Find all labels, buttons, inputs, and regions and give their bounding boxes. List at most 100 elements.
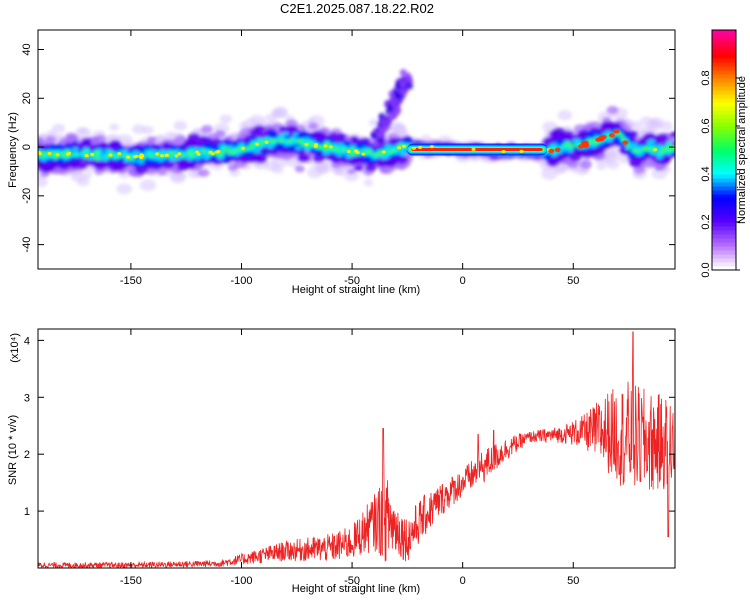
colorbar-segment (712, 42, 736, 47)
heatmap-cell (354, 164, 364, 172)
heatmap-cell (45, 135, 57, 144)
spectrogram-y-axis-label: Frequency (Hz) (7, 112, 19, 188)
colorbar-segment (712, 254, 736, 259)
heatmap-cell (271, 165, 284, 174)
spectrogram-x-axis-label: Height of straight line (km) (292, 284, 420, 296)
heatmap-cell (392, 109, 400, 118)
y-tick-label: 1 (24, 506, 30, 518)
heatmap-hotspot (622, 140, 629, 145)
heatmap-cell (187, 133, 201, 143)
colorbar-segment (712, 126, 736, 131)
colorbar-segment (712, 214, 736, 219)
heatmap-hotspot (195, 150, 200, 154)
heatmap-cell (136, 158, 145, 165)
heatmap-cell (617, 132, 623, 136)
colorbar-segment (712, 218, 736, 223)
heatmap-cell (646, 119, 662, 131)
heatmap-cell (187, 167, 202, 179)
colorbar-tick-label: 0.4 (700, 166, 712, 181)
heatmap-cell (228, 150, 235, 156)
heatmap-hotspot (47, 151, 52, 156)
colorbar-segment (712, 190, 736, 195)
heatmap-cell (396, 155, 408, 165)
heatmap-cell (656, 154, 663, 160)
heatmap-cell (72, 141, 79, 146)
colorbar-segment (712, 58, 736, 63)
heatmap-hotspot (90, 152, 95, 157)
heatmap-hotspot (84, 153, 89, 158)
y-tick-label: 3 (24, 392, 30, 404)
heatmap-cell (320, 147, 327, 152)
heatmap-hotspot (174, 154, 179, 158)
heatmap-cell (71, 147, 79, 153)
colorbar-segment (712, 194, 736, 199)
x-tick-label: 0 (460, 275, 466, 287)
heatmap-cell (277, 139, 284, 144)
heatmap-cell (139, 179, 157, 192)
heatmap-cell (261, 150, 269, 156)
heatmap-cell (344, 170, 360, 182)
colorbar-segment (712, 230, 736, 235)
heatmap-hotspot (304, 142, 309, 147)
heatmap-cell (659, 150, 665, 155)
heatmap-hotspot (381, 150, 386, 154)
colorbar-segment (712, 174, 736, 179)
heatmap-cell (94, 134, 107, 144)
heatmap-hotspot (411, 146, 416, 150)
heatmap-cell (52, 123, 66, 134)
heatmap-hotspot (133, 155, 138, 159)
heatmap-hotspot (139, 153, 144, 157)
heatmap-hotspot (355, 150, 360, 155)
heatmap-cell (399, 80, 407, 89)
heatmap-cell (272, 138, 277, 142)
heatmap-cell (365, 163, 377, 172)
heatmap-hotspot (117, 152, 122, 156)
heatmap-hotspot (608, 133, 615, 138)
colorbar-segment (712, 118, 736, 123)
x-tick-label: -100 (230, 575, 252, 587)
colorbar-segment (712, 62, 736, 67)
colorbar-segment (712, 78, 736, 83)
heatmap-hotspot (55, 153, 60, 157)
heatmap-cell (341, 146, 348, 152)
heatmap-cell (629, 158, 643, 168)
heatmap-cell (77, 127, 88, 135)
heatmap-cell (670, 131, 675, 138)
heatmap-hotspot (164, 153, 169, 158)
heatmap-cell (632, 165, 646, 174)
x-tick-label: -100 (230, 275, 252, 287)
heatmap-hotspot (38, 152, 42, 156)
x-tick-label: -150 (120, 575, 142, 587)
snr-y-ticks: 1 2 3 4 (24, 335, 675, 518)
y-tick-label: 0 (21, 144, 33, 150)
heatmap-cell (331, 142, 338, 148)
heatmap-cell (267, 138, 273, 143)
heatmap-hotspot (554, 147, 561, 152)
heatmap-cell (215, 153, 221, 157)
heatmap-cell (256, 132, 266, 139)
heatmap-cell (404, 142, 409, 147)
heatmap-hotspot (346, 149, 351, 154)
colorbar-segment (712, 130, 736, 135)
colorbar-segment (712, 158, 736, 163)
heatmap-cell (249, 128, 260, 136)
colorbar-segment (712, 198, 736, 203)
heatmap-cell (132, 124, 146, 134)
heatmap-cell (59, 153, 65, 158)
heatmap-cell (128, 147, 135, 152)
snr-x-ticks: -150 -100 -50 0 50 (120, 329, 579, 587)
heatmap-hotspot (255, 142, 260, 146)
heatmap-cell (288, 138, 294, 143)
heatmap-cell (379, 118, 387, 127)
colorbar-label: Normalized spectral amplitude (736, 76, 748, 224)
y-tick-label: 2 (24, 449, 30, 461)
heatmap-cell (214, 129, 226, 138)
heatmap-cell (179, 155, 185, 159)
colorbar-tick-label: 0.2 (700, 214, 712, 229)
heatmap-hotspot (108, 153, 113, 157)
heatmap-hotspot (240, 146, 245, 151)
heatmap-cell (336, 133, 347, 141)
heatmap-cell (608, 149, 621, 159)
snr-frame (37, 328, 676, 569)
